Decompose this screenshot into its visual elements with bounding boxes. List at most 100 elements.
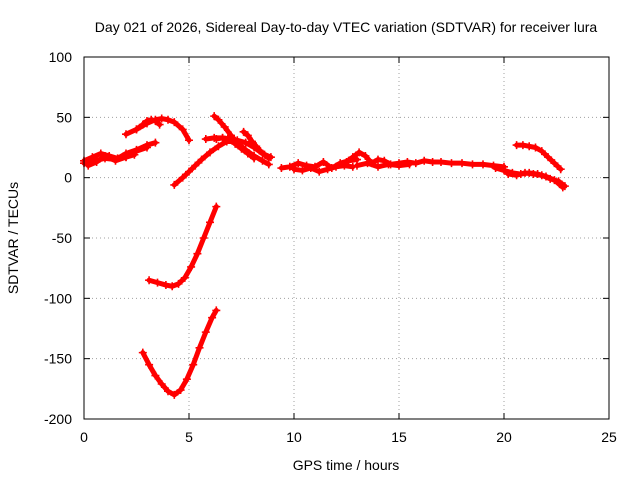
data-point [468,160,477,169]
data-point [420,156,429,165]
x-tick-label: 15 [391,429,407,445]
data-point [395,161,403,170]
data-point [458,159,466,168]
data-point [525,142,534,151]
series-arc-5 [132,115,164,134]
data-point [258,156,267,165]
data-point [241,138,250,147]
data-point [554,177,563,186]
data-point [243,149,252,158]
data-point [208,313,217,322]
data-point [132,125,141,134]
data-point [355,148,364,157]
y-tick-label: -50 [52,230,72,246]
data-point [153,278,162,287]
grid [84,57,609,419]
data-point [185,136,193,145]
data-point [531,143,540,152]
data-point [182,375,191,384]
data-point [239,127,248,136]
data-point [145,276,154,285]
data-point [428,157,437,166]
data-point [560,182,569,191]
data-point [248,137,256,146]
chart-title: Day 021 of 2026, Sidereal Day-to-day VTE… [95,19,598,35]
data-point [88,153,97,162]
data-point [447,159,456,168]
data-point [187,262,196,271]
data-point [342,157,351,166]
data-point [84,161,93,170]
plot-frame [83,56,610,420]
series-arc-19 [138,306,221,399]
data-point [250,154,259,163]
data-point [138,348,147,357]
data-point [277,164,286,173]
data-series [80,112,569,399]
x-tick-label: 20 [496,429,512,445]
data-point [151,371,160,380]
data-point [212,306,221,315]
data-point [199,234,208,242]
data-point [157,114,166,123]
data-point [504,170,513,179]
data-point [201,135,210,144]
data-point [143,143,151,152]
y-tick-label: -150 [44,351,72,367]
data-point [537,147,546,156]
data-point [294,159,303,168]
data-point [210,112,219,121]
data-point [315,167,324,176]
data-point [197,155,206,164]
data-point [145,360,154,369]
data-point [361,151,370,160]
data-point [405,160,414,169]
data-point [180,273,189,282]
data-point [151,116,160,125]
data-point [92,157,101,166]
data-point [212,202,221,211]
data-point [206,148,214,157]
series-arc-6 [170,137,240,189]
data-point [122,153,130,162]
data-point [550,159,559,168]
series-line [140,307,219,398]
data-point [290,165,298,174]
data-point [214,142,223,151]
data-point [157,380,166,389]
x-tick-label: 10 [286,429,302,445]
data-point [218,133,227,142]
data-point [178,125,187,134]
data-point [147,115,156,124]
data-point [306,164,315,173]
data-point [252,142,261,151]
y-tick-label: 100 [49,49,73,65]
data-point [491,164,500,173]
data-point [512,171,521,180]
data-point [161,281,170,290]
data-point [285,162,294,171]
data-point [374,162,382,171]
data-point [143,116,151,125]
series-arc-9 [212,133,259,163]
series-arc-17 [504,168,569,191]
data-point [546,174,555,183]
data-point [260,150,269,159]
data-point [220,122,229,131]
y-axis-title: SDTVAR / TECUs [5,182,21,294]
data-point [132,147,141,156]
data-point [189,360,198,369]
x-tick-label: 25 [601,429,617,445]
data-point [374,155,382,164]
data-point [174,279,183,288]
data-point [556,165,565,174]
data-point [185,167,193,176]
series-arc-12 [290,161,357,176]
data-point [332,162,340,171]
series-arc-15 [491,164,567,192]
x-tick-label: 0 [80,429,88,445]
data-point [206,218,214,227]
series-arc-10 [239,127,273,163]
series-line [146,204,219,289]
